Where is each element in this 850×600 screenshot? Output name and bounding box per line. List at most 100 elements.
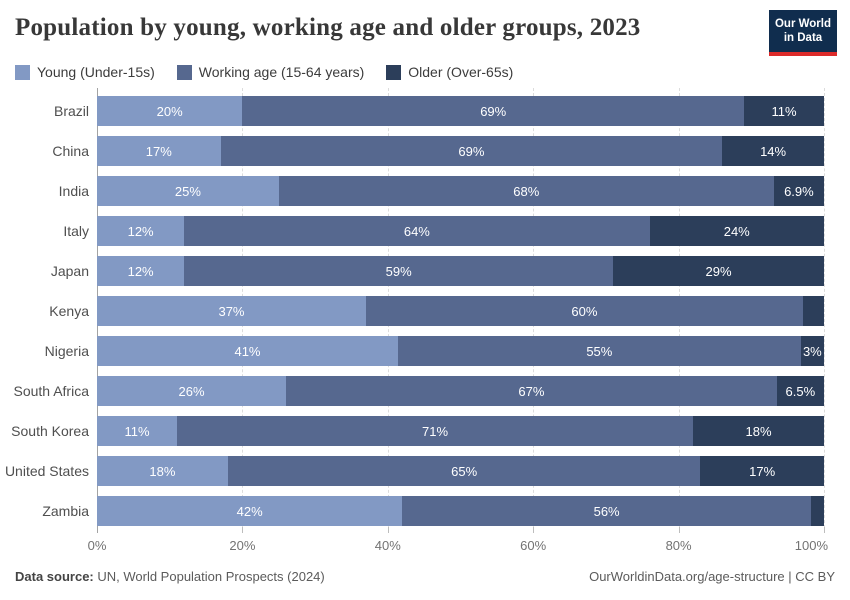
bar-segment-working-age[interactable]: 69% (242, 96, 745, 126)
legend-item-working-age[interactable]: Working age (15-64 years) (176, 64, 365, 80)
bar-value-label: 18% (745, 423, 772, 439)
country-label[interactable]: Nigeria (44, 343, 89, 359)
bar-value-label: 60% (571, 303, 598, 319)
bar-segment-working-age[interactable]: 67% (286, 376, 777, 406)
bar-segment-older[interactable] (810, 496, 824, 526)
bar-segment-young[interactable]: 12% (97, 256, 185, 286)
bar-segment-young[interactable]: 12% (97, 216, 185, 246)
bar-segment-older[interactable]: 18% (693, 416, 824, 446)
owid-logo[interactable]: Our World in Data (769, 10, 837, 56)
bar-value-label: 18% (149, 463, 176, 479)
axis-tick-100 (824, 527, 825, 533)
bar-segment-young[interactable]: 42% (97, 496, 403, 526)
gridline-100 (824, 88, 825, 533)
data-source-label: Data source: (15, 569, 94, 584)
bar-segment-young[interactable]: 11% (97, 416, 177, 446)
bar-segment-older[interactable] (802, 296, 824, 326)
owid-logo-line1: Our World (774, 18, 831, 30)
bar-segment-older[interactable]: 6.5% (776, 376, 824, 406)
bar-segment-young[interactable]: 25% (97, 176, 279, 206)
legend-swatch-young (15, 64, 30, 80)
bar-segment-young[interactable]: 17% (97, 136, 221, 166)
country-label[interactable]: India (58, 183, 89, 199)
bar-segment-working-age[interactable]: 55% (397, 336, 801, 366)
bar-segment-working-age[interactable]: 59% (184, 256, 614, 286)
bar-row-zambia: Zambia 42% 56% (42, 496, 824, 526)
bar-segment-older[interactable]: 11% (744, 96, 824, 126)
country-label[interactable]: Italy (63, 223, 89, 239)
bar-row-china: China 17% 69% 14% (52, 136, 824, 166)
country-label[interactable]: Japan (50, 263, 89, 279)
bar-row-japan: Japan 12% 59% 29% (51, 256, 824, 286)
bar-value-label: 68% (513, 183, 540, 199)
bar-value-label: 65% (451, 463, 478, 479)
attribution-link[interactable]: OurWorldinData.org/age-structure | CC BY (589, 569, 835, 584)
legend-label-working-age: Working age (15-64 years) (198, 64, 365, 80)
bar-row-kenya: Kenya 37% 60% (49, 296, 824, 326)
bar-segment-older[interactable]: 24% (649, 216, 824, 246)
bar-segment-older[interactable]: 3% (800, 336, 824, 366)
bar-value-label: 6.5% (785, 383, 816, 399)
legend-item-older[interactable]: Older (Over-65s) (386, 64, 513, 80)
bar-segment-working-age[interactable]: 71% (176, 416, 694, 446)
bar-row-south-korea: South Korea 11% 71% 18% (11, 416, 824, 446)
bar-segment-working-age[interactable]: 68% (278, 176, 774, 206)
bar-segment-young[interactable]: 20% (97, 96, 243, 126)
bar-value-label: 59% (385, 263, 412, 279)
bar-segment-working-age[interactable]: 64% (184, 216, 650, 246)
bar-value-label: 69% (458, 143, 485, 159)
country-label[interactable]: Brazil (53, 103, 89, 119)
bar-segment-older[interactable]: 29% (613, 256, 824, 286)
bar-row-nigeria: Nigeria 41% 55% 3% (45, 336, 824, 366)
bar-value-label: 42% (236, 503, 263, 519)
country-label[interactable]: Zambia (42, 503, 89, 519)
bar-value-label: 11% (771, 103, 797, 119)
bar-segment-young[interactable]: 41% (97, 336, 398, 366)
bar-segment-working-age[interactable]: 56% (402, 496, 811, 526)
axis-tick-label-40: 40% (374, 538, 401, 553)
bar-segment-older[interactable]: 17% (700, 456, 824, 486)
bar-value-label: 17% (749, 463, 776, 479)
bar-segment-young[interactable]: 26% (97, 376, 287, 406)
country-label[interactable]: Kenya (49, 303, 89, 319)
bar-value-label: 56% (593, 503, 620, 519)
data-source: Data source: UN, World Population Prospe… (15, 569, 325, 584)
bar-segment-working-age[interactable]: 69% (220, 136, 723, 166)
axis-tick-label-80: 80% (665, 538, 692, 553)
axis-tick-60 (533, 527, 535, 533)
legend-label-young: Young (Under-15s) (37, 64, 155, 80)
bar-row-united-states: United States 18% 65% 17% (5, 456, 824, 486)
bar-value-label: 71% (422, 423, 449, 439)
country-label[interactable]: South Africa (13, 383, 90, 399)
bar-value-label: 37% (218, 303, 245, 319)
bar-value-label: 41% (234, 343, 261, 359)
bar-segment-older[interactable]: 6.9% (773, 176, 824, 206)
legend-label-older: Older (Over-65s) (408, 64, 514, 80)
country-label[interactable]: United States (4, 463, 89, 479)
bar-value-label: 11% (124, 423, 150, 439)
bar-segment-young[interactable]: 37% (97, 296, 366, 326)
country-label[interactable]: South Korea (11, 423, 89, 439)
data-source-text: UN, World Population Prospects (2024) (93, 569, 325, 584)
bar-row-italy: Italy 12% 64% 24% (63, 216, 824, 246)
axis-tick-20 (242, 527, 244, 533)
bar-value-label: 20% (156, 103, 183, 119)
axis-tick-label-100: 100% (794, 538, 828, 553)
bar-row-india: India 25% 68% 6.9% (59, 176, 824, 206)
country-label[interactable]: China (52, 143, 89, 159)
bar-segment-working-age[interactable]: 65% (227, 456, 701, 486)
bar-segment-young[interactable]: 18% (97, 456, 228, 486)
axis-tick-40 (387, 527, 389, 533)
bar-segment-older[interactable]: 14% (722, 136, 824, 166)
legend-item-young[interactable]: Young (Under-15s) (15, 64, 155, 80)
bar-value-label: 12% (127, 223, 154, 239)
bar-value-label: 26% (178, 383, 205, 399)
chart-title: Population by young, working age and old… (15, 14, 641, 41)
axis-tick-80 (678, 527, 680, 533)
bar-value-label: 24% (723, 223, 750, 239)
legend-swatch-older (386, 64, 402, 80)
bar-segment-working-age[interactable]: 60% (365, 296, 803, 326)
bar-value-label: 29% (705, 263, 732, 279)
bar-value-label: 12% (127, 263, 154, 279)
chart-footer: Data source: UN, World Population Prospe… (15, 569, 835, 584)
